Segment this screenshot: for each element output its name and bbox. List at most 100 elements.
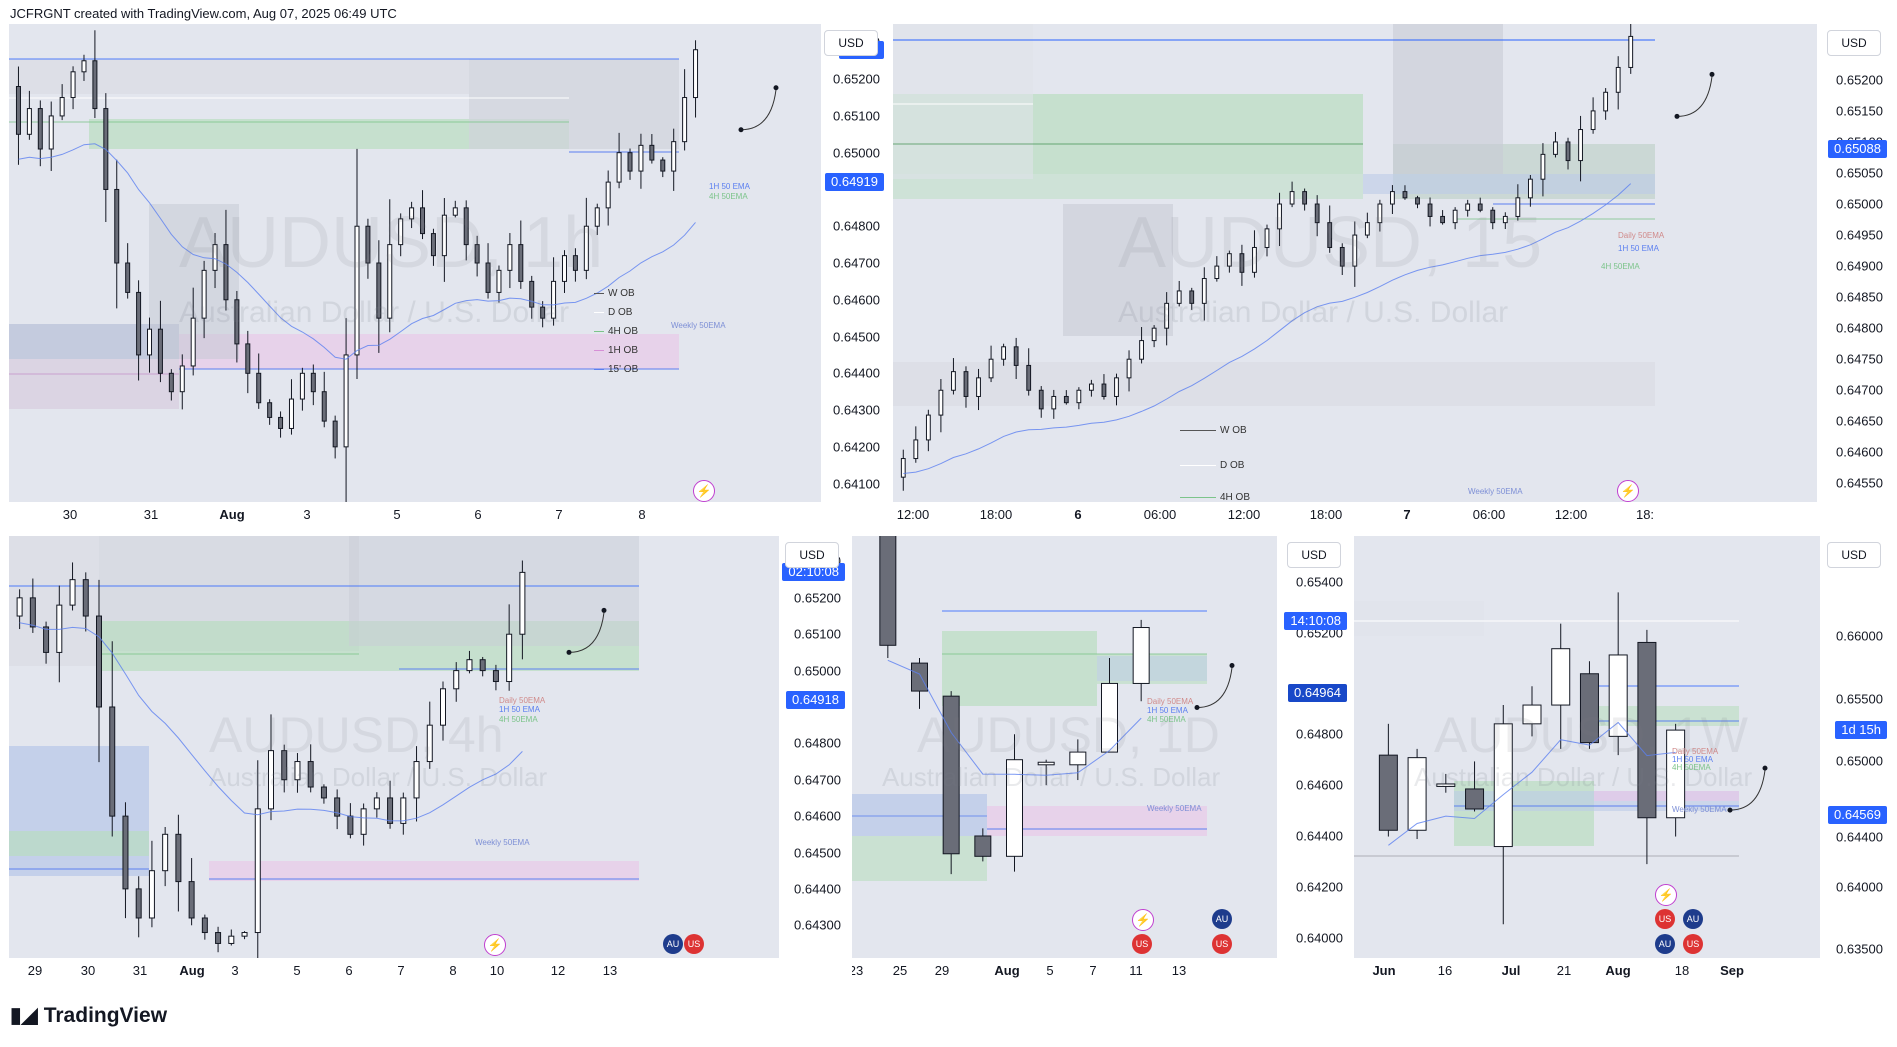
price-tag[interactable]: 1d 15h (1835, 721, 1887, 740)
candle[interactable] (1527, 174, 1533, 207)
candle[interactable] (1415, 195, 1420, 209)
candle[interactable] (1590, 97, 1596, 134)
candle[interactable] (241, 931, 248, 940)
chart-pane-1d[interactable]: AUDUSD, 1D Australian Dollar / U.S. Doll… (852, 536, 1347, 986)
candle[interactable] (320, 784, 327, 804)
currency-button[interactable]: USD (785, 542, 839, 568)
candle[interactable] (1037, 759, 1055, 786)
candle[interactable] (1440, 210, 1445, 225)
candle[interactable] (294, 753, 301, 793)
candle[interactable] (179, 354, 185, 410)
candle[interactable] (529, 275, 535, 319)
candle[interactable] (69, 562, 76, 611)
candle[interactable] (1006, 734, 1023, 872)
candle[interactable] (136, 280, 142, 381)
candle[interactable] (1402, 185, 1408, 200)
currency-button[interactable]: USD (1287, 542, 1341, 568)
candle[interactable] (440, 681, 446, 741)
candle[interactable] (81, 54, 87, 81)
lightning-icon[interactable]: ⚡ (1655, 884, 1677, 906)
ema-line[interactable] (903, 183, 1632, 474)
candle[interactable] (879, 536, 897, 659)
candle[interactable] (1502, 212, 1508, 230)
candle[interactable] (1608, 592, 1628, 756)
candle[interactable] (1201, 267, 1207, 321)
candle[interactable] (519, 560, 526, 660)
price-axis[interactable]: 0.66000 0.65500 0.65000 0.64400 0.64000 0.635… (1820, 536, 1887, 986)
chart-pane-1w[interactable]: AUDUSD, 1W Australian Dollar / U.S. Doll… (1354, 536, 1887, 986)
candle[interactable] (1339, 243, 1345, 275)
candle[interactable] (1277, 192, 1282, 247)
time-axis[interactable]: 29 30 31 Aug 3 5 6 7 8 10 12 13 (9, 958, 845, 986)
anchor-dot[interactable] (773, 85, 779, 91)
candle[interactable] (135, 876, 142, 938)
projection-arrow[interactable] (740, 89, 777, 131)
price-tag[interactable]: 0.64919 (825, 173, 884, 192)
candle[interactable] (1038, 386, 1044, 418)
candle[interactable] (122, 802, 129, 919)
candle[interactable] (1436, 773, 1456, 793)
candle[interactable] (310, 364, 316, 406)
candle[interactable] (638, 133, 644, 189)
us-flag-icon[interactable]: US (1132, 934, 1152, 954)
currency-button[interactable]: USD (1827, 542, 1881, 568)
candle[interactable] (387, 199, 393, 333)
price-tag[interactable]: 14:10:08 (1284, 612, 1347, 631)
candle[interactable] (479, 656, 486, 677)
time-axis[interactable]: 30 31 Aug 3 5 6 7 8 (9, 502, 884, 530)
candle[interactable] (693, 40, 699, 118)
us-flag-icon[interactable]: US (1212, 934, 1232, 954)
candle[interactable] (1289, 181, 1295, 208)
candle[interactable] (988, 345, 994, 383)
candle[interactable] (223, 209, 229, 311)
candle[interactable] (256, 353, 262, 409)
candle[interactable] (1314, 195, 1320, 237)
candle[interactable] (1101, 658, 1118, 753)
candle[interactable] (1628, 24, 1634, 74)
candle[interactable] (103, 93, 109, 223)
candle[interactable] (1364, 212, 1370, 239)
candle[interactable] (1239, 244, 1245, 286)
candle[interactable] (1493, 705, 1513, 925)
lightning-icon[interactable]: ⚡ (1132, 909, 1154, 931)
price-tag[interactable]: 0.64964 (1288, 683, 1347, 702)
candle[interactable] (307, 744, 314, 793)
candle[interactable] (430, 228, 436, 266)
candle[interactable] (15, 66, 21, 165)
price-tag[interactable]: 0.64918 (786, 691, 845, 710)
candle[interactable] (426, 701, 433, 769)
candle[interactable] (26, 90, 32, 140)
candle[interactable] (1013, 337, 1019, 380)
candle[interactable] (212, 233, 218, 289)
candle[interactable] (201, 260, 207, 339)
ema-line[interactable] (887, 659, 1142, 776)
candle[interactable] (409, 201, 415, 229)
ema-line[interactable] (1388, 721, 1676, 846)
projection-arrow[interactable] (1676, 76, 1713, 117)
candle[interactable] (1051, 389, 1057, 419)
lightning-icon[interactable]: ⚡ (693, 480, 715, 502)
candle[interactable] (234, 290, 240, 363)
candle[interactable] (245, 330, 251, 394)
candle[interactable] (913, 426, 919, 463)
candle[interactable] (453, 662, 460, 702)
candle[interactable] (29, 578, 36, 633)
candle[interactable] (92, 30, 98, 119)
candle[interactable] (114, 159, 120, 309)
candle[interactable] (1264, 224, 1270, 257)
projection-arrow[interactable] (568, 612, 605, 653)
candle[interactable] (1089, 379, 1094, 397)
candle[interactable] (1540, 143, 1546, 197)
anchor-dot[interactable] (738, 127, 744, 133)
candle[interactable] (452, 200, 458, 218)
candle[interactable] (466, 650, 473, 674)
candle[interactable] (288, 379, 294, 435)
candle[interactable] (1164, 292, 1170, 346)
candle[interactable] (188, 858, 195, 926)
candle[interactable] (1189, 287, 1195, 310)
price-tag[interactable]: 0.65088 (1828, 140, 1887, 159)
candle[interactable] (938, 379, 944, 433)
candle[interactable] (376, 240, 382, 353)
candle[interactable] (951, 358, 956, 395)
candle[interactable] (506, 604, 513, 691)
